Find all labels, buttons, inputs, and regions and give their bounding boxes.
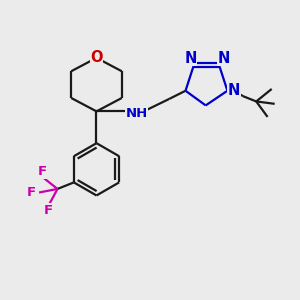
Text: F: F — [38, 165, 47, 178]
Text: NH: NH — [125, 107, 148, 120]
Text: N: N — [218, 51, 230, 66]
Text: F: F — [27, 186, 36, 199]
Text: O: O — [90, 50, 103, 65]
Text: N: N — [228, 83, 240, 98]
Text: N: N — [184, 51, 196, 66]
Text: F: F — [44, 204, 53, 217]
